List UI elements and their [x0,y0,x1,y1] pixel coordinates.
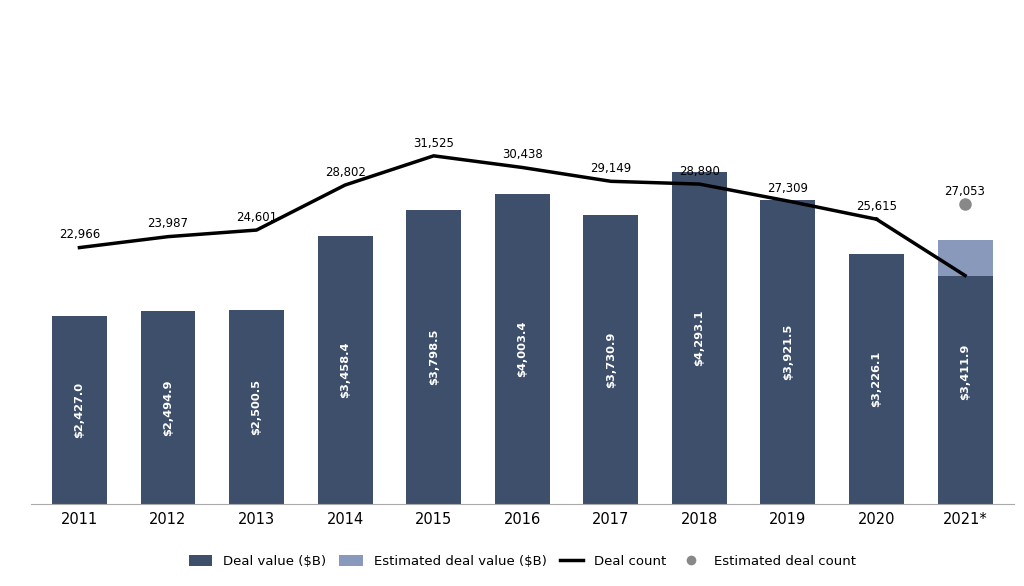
Bar [317,236,373,504]
Bar [584,215,638,504]
Bar [229,311,284,504]
Text: $4,293.1: $4,293.1 [694,309,705,366]
Text: 22,966: 22,966 [58,229,100,241]
Text: $2,500.5: $2,500.5 [252,379,261,435]
Text: Historical Global M&A Volume: Historical Global M&A Volume [336,25,688,45]
Legend: Deal value ($B), Estimated deal value ($B), Deal count, Estimated deal count: Deal value ($B), Estimated deal value ($… [183,549,861,573]
Text: $3,226.1: $3,226.1 [871,351,882,407]
Text: 27,053: 27,053 [944,185,985,197]
Bar [140,311,196,504]
Text: $4,003.4: $4,003.4 [517,321,527,377]
Text: 24,601: 24,601 [236,211,278,224]
Text: 29,149: 29,149 [590,162,632,175]
Text: $3,730.9: $3,730.9 [606,331,615,388]
Text: $3,411.9: $3,411.9 [961,343,970,400]
Bar [761,200,815,504]
Bar [938,240,992,275]
Bar [672,172,727,504]
Text: $3,458.4: $3,458.4 [340,342,350,398]
Text: 31,525: 31,525 [414,137,454,149]
Text: $3,921.5: $3,921.5 [783,324,793,380]
Bar [52,316,106,504]
Bar [938,275,992,504]
Text: 25,615: 25,615 [856,200,897,213]
Bar [495,194,550,504]
Text: $2,427.0: $2,427.0 [75,382,84,438]
Text: 23,987: 23,987 [147,217,188,230]
Text: 28,802: 28,802 [325,166,366,179]
Text: 28,890: 28,890 [679,165,720,178]
Text: 27,309: 27,309 [767,182,808,195]
Bar [407,210,461,504]
Text: 30,438: 30,438 [502,148,543,161]
Text: $3,798.5: $3,798.5 [429,329,438,385]
Bar [849,254,904,504]
Text: $2,494.9: $2,494.9 [163,379,173,435]
